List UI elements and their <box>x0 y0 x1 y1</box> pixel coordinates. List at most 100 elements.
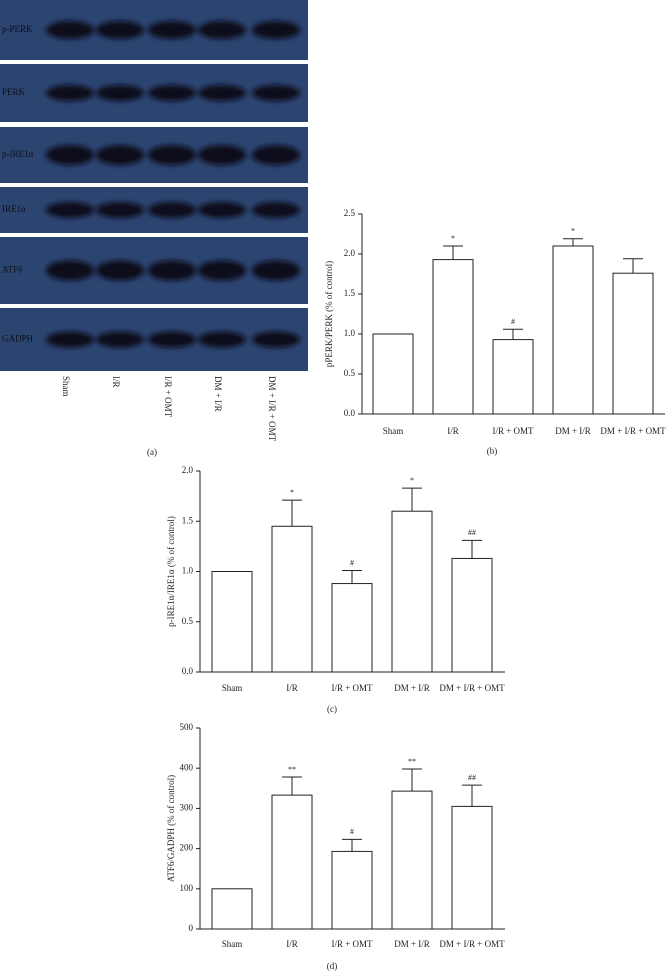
significance-mark: ## <box>468 528 476 537</box>
x-tick-label: Sham <box>222 683 243 693</box>
y-axis-label: ATF6/GADPH (% of control) <box>166 775 176 882</box>
significance-mark: * <box>410 476 414 485</box>
x-tick-label: I/R <box>286 683 298 693</box>
blot-band <box>198 260 246 281</box>
lane-label: DM + I/R <box>213 376 223 412</box>
blot-row-label: IRE1α <box>2 204 26 214</box>
y-tick-label: 0.5 <box>344 368 356 378</box>
y-tick-label: 2.0 <box>182 465 194 475</box>
x-tick-label: I/R + OMT <box>331 683 373 693</box>
y-tick-label: 500 <box>180 722 194 732</box>
x-tick-label: Sham <box>383 426 404 436</box>
blot-band <box>46 260 94 281</box>
blot-band <box>96 331 144 348</box>
y-tick-label: 1.5 <box>344 288 356 298</box>
y-tick-label: 0 <box>189 923 194 933</box>
significance-mark: # <box>511 317 515 326</box>
blot-band <box>252 202 300 218</box>
bar <box>331 583 373 673</box>
caption: (d) <box>327 961 338 971</box>
blot-band <box>252 260 300 281</box>
caption: (b) <box>487 446 498 456</box>
significance-mark: * <box>290 488 294 497</box>
x-tick-label: DM + I/R <box>394 683 430 693</box>
x-tick-label: I/R <box>286 939 298 949</box>
blot-row-label: p-IRE1α <box>2 149 33 159</box>
x-tick-label: DM + I/R <box>555 426 591 436</box>
blot-band <box>198 145 246 165</box>
bar <box>271 794 313 930</box>
y-tick-label: 300 <box>180 802 194 812</box>
blot-band <box>46 85 94 101</box>
bar <box>552 245 594 415</box>
y-axis-label: p-IRE1α/IRE1α (% of control) <box>166 516 176 627</box>
y-tick-label: 100 <box>180 883 194 893</box>
x-tick-label: DM + I/R <box>394 939 430 949</box>
bar <box>391 790 433 930</box>
blot-band <box>198 21 246 39</box>
significance-mark: # <box>350 827 354 836</box>
blot-band <box>252 331 300 348</box>
y-axis-label: pPERK/PERK (% of control) <box>324 261 334 367</box>
bar <box>271 525 313 673</box>
blot-row-label: GADPH <box>2 334 34 344</box>
bar <box>612 272 654 415</box>
lane-label: DM + I/R + OMT <box>267 376 277 442</box>
x-tick-label: Sham <box>222 939 243 949</box>
y-tick-label: 400 <box>180 762 194 772</box>
blot-band <box>148 145 196 165</box>
bar <box>211 571 253 673</box>
lane-label: Sham <box>61 376 71 397</box>
blot-band <box>96 202 144 218</box>
lane-label: I/R + OMT <box>163 376 173 418</box>
blot-band <box>252 85 300 101</box>
significance-mark: ## <box>468 773 476 782</box>
blot-band <box>46 21 94 39</box>
bar <box>432 259 474 415</box>
blot-row-label: PERK <box>2 87 26 97</box>
blot-band <box>148 260 196 281</box>
blot-row-label: p-PERK <box>2 24 33 34</box>
bar <box>331 850 373 930</box>
y-tick-label: 1.0 <box>344 328 356 338</box>
blot-band <box>198 331 246 348</box>
blot-band <box>148 331 196 348</box>
x-tick-label: DM + I/R + OMT <box>600 426 666 436</box>
blot-band <box>96 145 144 165</box>
x-tick-label: DM + I/R + OMT <box>439 683 505 693</box>
significance-mark: ** <box>288 765 296 774</box>
blot-band <box>46 202 94 218</box>
bar <box>211 888 253 930</box>
blot-band <box>198 202 246 218</box>
panel-caption: (a) <box>147 447 157 457</box>
caption: (c) <box>327 704 337 714</box>
blot-band <box>46 331 94 348</box>
blot-band <box>252 145 300 165</box>
significance-mark: * <box>451 234 455 243</box>
y-tick-label: 1.5 <box>182 515 194 525</box>
x-tick-label: I/R + OMT <box>492 426 534 436</box>
y-tick-label: 0.0 <box>344 408 356 418</box>
y-tick-label: 2.0 <box>344 248 356 258</box>
blot-band <box>198 85 246 101</box>
significance-mark: ** <box>408 757 416 766</box>
blot-row-label: ATF6 <box>2 265 23 275</box>
y-tick-label: 200 <box>180 843 194 853</box>
x-tick-label: I/R + OMT <box>331 939 373 949</box>
bar <box>451 557 493 673</box>
blot-band <box>148 202 196 218</box>
blot-band <box>46 145 94 165</box>
significance-mark: # <box>350 558 354 567</box>
blot-band <box>96 85 144 101</box>
y-tick-label: 2.5 <box>344 208 356 218</box>
x-tick-label: I/R <box>447 426 459 436</box>
bar <box>451 805 493 930</box>
bar <box>372 333 414 415</box>
blot-band <box>96 21 144 39</box>
blot-band <box>148 85 196 101</box>
significance-mark: * <box>571 227 575 236</box>
blot-band <box>148 21 196 39</box>
bar <box>391 510 433 673</box>
lane-label: I/R <box>111 376 121 388</box>
